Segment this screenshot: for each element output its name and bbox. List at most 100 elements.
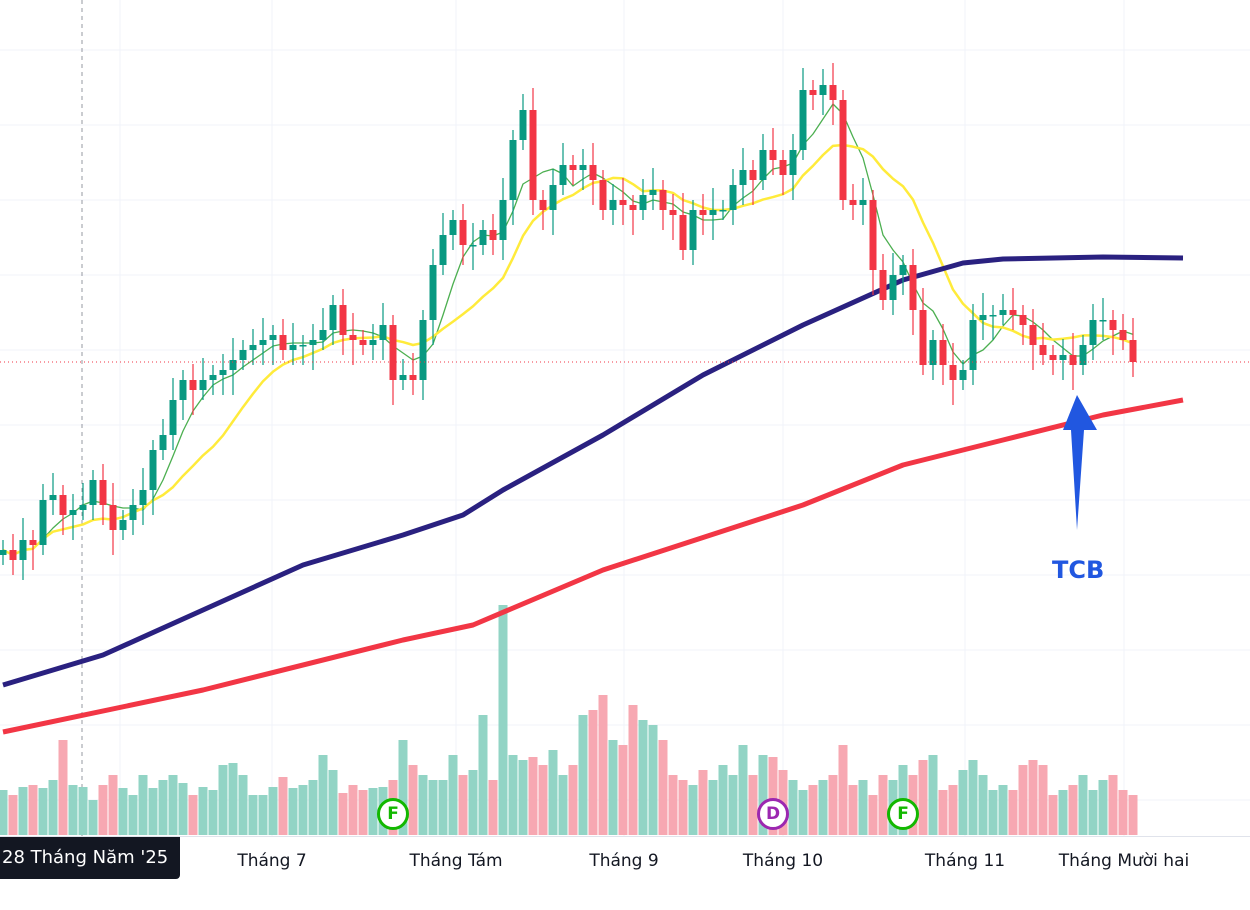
candle-body [179, 380, 187, 400]
volume-bar [428, 780, 438, 835]
volume-bar [1118, 790, 1128, 835]
candle-body [209, 375, 217, 380]
candle-body [189, 380, 197, 390]
candle-body [1019, 315, 1027, 325]
volume-bar [478, 715, 488, 835]
candle-body [889, 275, 897, 300]
candle-body [829, 85, 837, 100]
volume-bar [348, 785, 358, 835]
candle-body [379, 325, 387, 340]
candle-body [1039, 345, 1047, 355]
candle-body [389, 325, 397, 380]
candle-body [649, 190, 657, 195]
volume-bar [118, 788, 128, 835]
candle-body [429, 265, 437, 320]
candle-body [349, 335, 357, 340]
moving-average-line [2, 397, 1184, 735]
candle-body [519, 110, 527, 140]
moving-average-line [2, 103, 1134, 556]
candle-body [129, 505, 137, 520]
volume-bar [1008, 790, 1018, 835]
volume-bar [158, 780, 168, 835]
volume-bar [628, 705, 638, 835]
volume-bar [448, 755, 458, 835]
volume-bar [578, 715, 588, 835]
volume-bar [28, 785, 38, 835]
candle-body [719, 210, 727, 212]
volume-bar [408, 765, 418, 835]
candle-body [109, 505, 117, 530]
candle-body [619, 200, 627, 205]
volume-bar [788, 780, 798, 835]
candle-body [399, 375, 407, 380]
volume-bar [368, 788, 378, 835]
candle-body [249, 345, 257, 350]
candle-body [689, 210, 697, 250]
volume-bar [1078, 775, 1088, 835]
volume-bar [1028, 760, 1038, 835]
event-marker-f[interactable]: F [377, 798, 409, 830]
candle-body [139, 490, 147, 505]
candle-body [469, 245, 477, 247]
volume-bar [938, 790, 948, 835]
volume-bar [728, 775, 738, 835]
candle-body [939, 340, 947, 365]
volume-bar [488, 780, 498, 835]
volume-bar [48, 780, 58, 835]
volume-bar [308, 780, 318, 835]
volume-bar [798, 790, 808, 835]
volume-bar [108, 775, 118, 835]
candle-body [269, 335, 277, 340]
price-chart[interactable] [0, 0, 1250, 836]
volume-bar [438, 780, 448, 835]
volume-bar [688, 785, 698, 835]
volume-bar [198, 787, 208, 835]
x-tick: Tháng Tám [409, 851, 503, 871]
candle-body [999, 310, 1007, 315]
candle-body [449, 220, 457, 235]
volume-bar [328, 770, 338, 835]
candle-body [279, 335, 287, 350]
candle-body [329, 305, 337, 330]
candle-body [779, 160, 787, 175]
volume-bar [928, 755, 938, 835]
candle-body [799, 90, 807, 150]
volume-bar [228, 763, 238, 835]
volume-bar [968, 760, 978, 835]
event-marker-f[interactable]: F [887, 798, 919, 830]
candle-body [549, 185, 557, 210]
volume-bar [88, 800, 98, 835]
event-marker-d[interactable]: D [757, 798, 789, 830]
candle-body [599, 180, 607, 210]
volume-bar [568, 765, 578, 835]
candle-body [29, 540, 37, 545]
volume-bar [978, 775, 988, 835]
candle-body [319, 330, 327, 340]
volume-bar [498, 605, 508, 835]
candle-body [1079, 345, 1087, 365]
volume-bar [208, 790, 218, 835]
candle-body [879, 270, 887, 300]
candle-body [819, 85, 827, 95]
volume-bar [758, 755, 768, 835]
time-axis[interactable]: 28 Tháng Năm '25 Tháng 7 Tháng Tám Tháng… [0, 836, 1250, 910]
candle-body [869, 200, 877, 270]
candle-body [69, 510, 77, 515]
candle-body [1109, 320, 1117, 330]
candle-body [509, 140, 517, 200]
candle-body [1049, 355, 1057, 360]
volume-bar [698, 770, 708, 835]
volume-bar [588, 710, 598, 835]
volume-bar [648, 725, 658, 835]
candle-body [959, 370, 967, 380]
volume-bar [168, 775, 178, 835]
volume-bar [988, 790, 998, 835]
volume-bar [128, 795, 138, 835]
candle-body [369, 340, 377, 345]
candle-body [849, 200, 857, 205]
candle-body [639, 195, 647, 210]
volume-bar [548, 750, 558, 835]
candle-body [739, 170, 747, 185]
volume-bar [298, 785, 308, 835]
x-tick: Tháng Mười hai [1058, 851, 1190, 871]
